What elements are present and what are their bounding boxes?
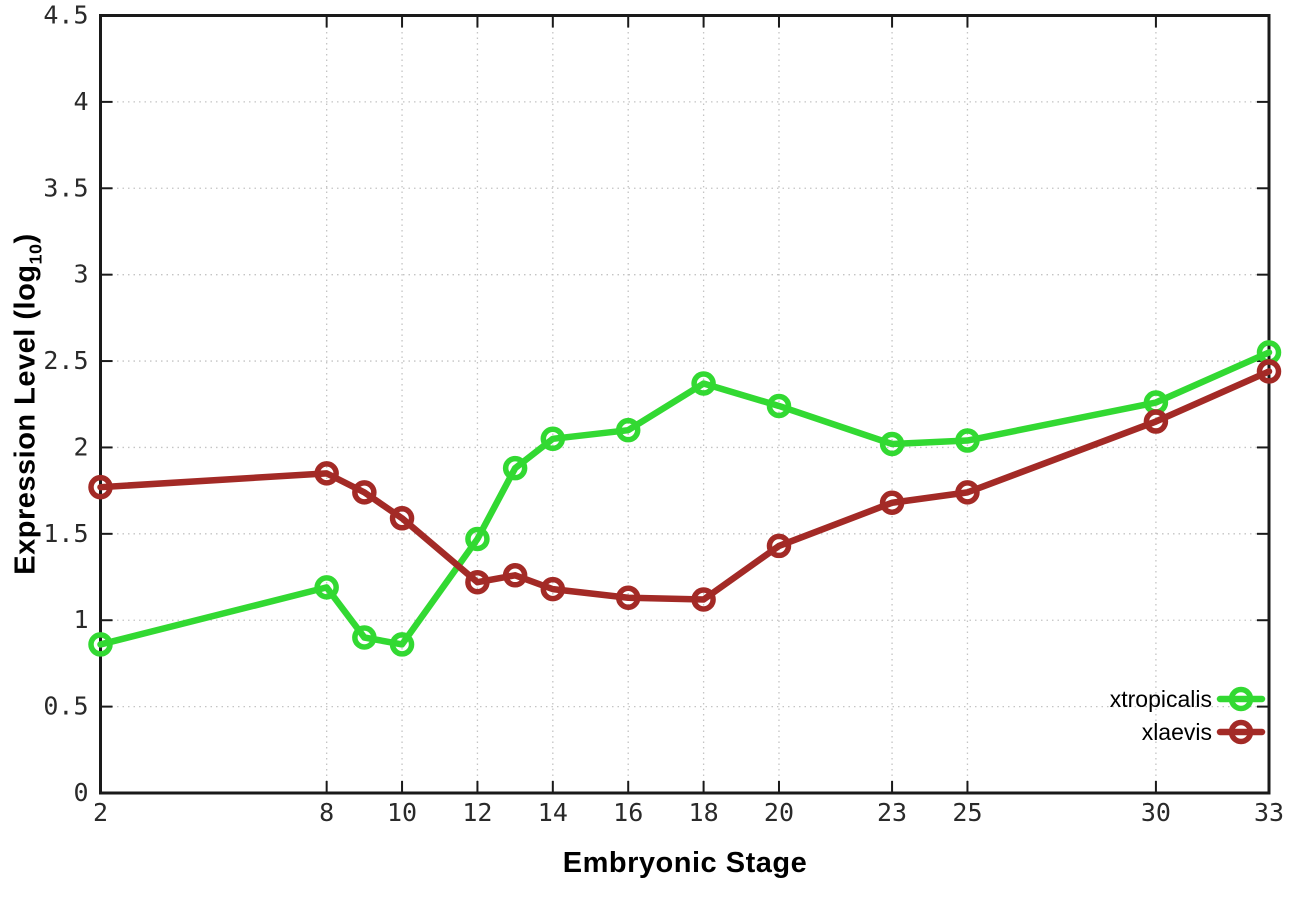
series-xlaevis-point [955,480,980,505]
series-xlaevis-point [540,576,566,602]
x-axis-title: Embryonic Stage [562,847,808,879]
x-tick-label: 18 [689,798,719,827]
y-tick-label: 0.5 [43,692,88,721]
series-xlaevis-point [314,461,339,486]
y-tick-label: 2 [73,432,88,461]
series-xtropicalis-point [465,526,490,552]
series-xtropicalis-point [88,632,113,657]
series-xlaevis-point [389,506,415,531]
legend-marker-icon [1228,719,1254,745]
series-xtropicalis-point [691,371,716,396]
x-tick-label: 12 [462,798,492,827]
legend-label-xlaevis: xlaevis [1142,719,1212,745]
x-tick-label: 14 [538,798,568,827]
series-xtropicalis-point [352,625,377,650]
x-tick-label: 2 [93,798,108,827]
x-tick-label: 8 [319,798,334,827]
series-xlaevis-line [97,368,1273,603]
series-xtropicalis-point [314,575,339,600]
x-tick-label: 20 [764,798,794,827]
series-xtropicalis-point [879,431,905,457]
series-xlaevis-point [615,585,641,611]
series-xlaevis-point [691,587,716,612]
y-axis-title-suffix: ) [9,233,42,244]
y-tick-label: 1 [73,605,88,634]
y-tick-label: 4 [73,87,88,116]
series-xlaevis-point [879,490,905,515]
plot-border [99,14,1271,795]
x-tick-label: 30 [1141,798,1171,827]
series-xlaevis-point [88,474,113,500]
legend-label-xtropicalis: xtropicalis [1110,686,1212,712]
x-tick-label: 25 [952,798,982,827]
series-xtropicalis-point [540,426,566,452]
y-axis-title: Expression Level (log10) [10,233,47,574]
y-tick-label: 3 [73,260,88,289]
y-tick-label: 4.5 [43,1,88,30]
series-xtropicalis-point [766,393,792,419]
x-tick-label: 23 [877,798,907,827]
y-tick-label: 1.5 [43,519,88,548]
series-xlaevis-point [352,480,377,505]
y-tick-label: 0 [73,778,88,807]
y-tick-label: 3.5 [43,173,88,202]
y-axis-title-subscript: 10 [25,243,46,265]
series-xtropicalis-point [615,417,641,443]
series-xlaevis-point [766,533,792,559]
series-xtropicalis-line [97,349,1273,648]
series-xlaevis-point [465,569,490,595]
series-xtropicalis-point [955,428,980,453]
x-tick-label: 10 [387,798,417,827]
series-xtropicalis-point [502,455,528,481]
y-tick-label: 2.5 [43,346,88,375]
series-xtropicalis-point [389,632,415,657]
y-axis-title-text: Expression Level (log [9,264,42,575]
series-xlaevis-point [502,563,528,588]
x-tick-label: 16 [613,798,643,827]
legend-marker-icon [1228,686,1254,712]
x-tick-label: 33 [1254,798,1284,827]
series-xlaevis-point [1143,409,1169,434]
series-xlaevis-point [1256,359,1282,384]
